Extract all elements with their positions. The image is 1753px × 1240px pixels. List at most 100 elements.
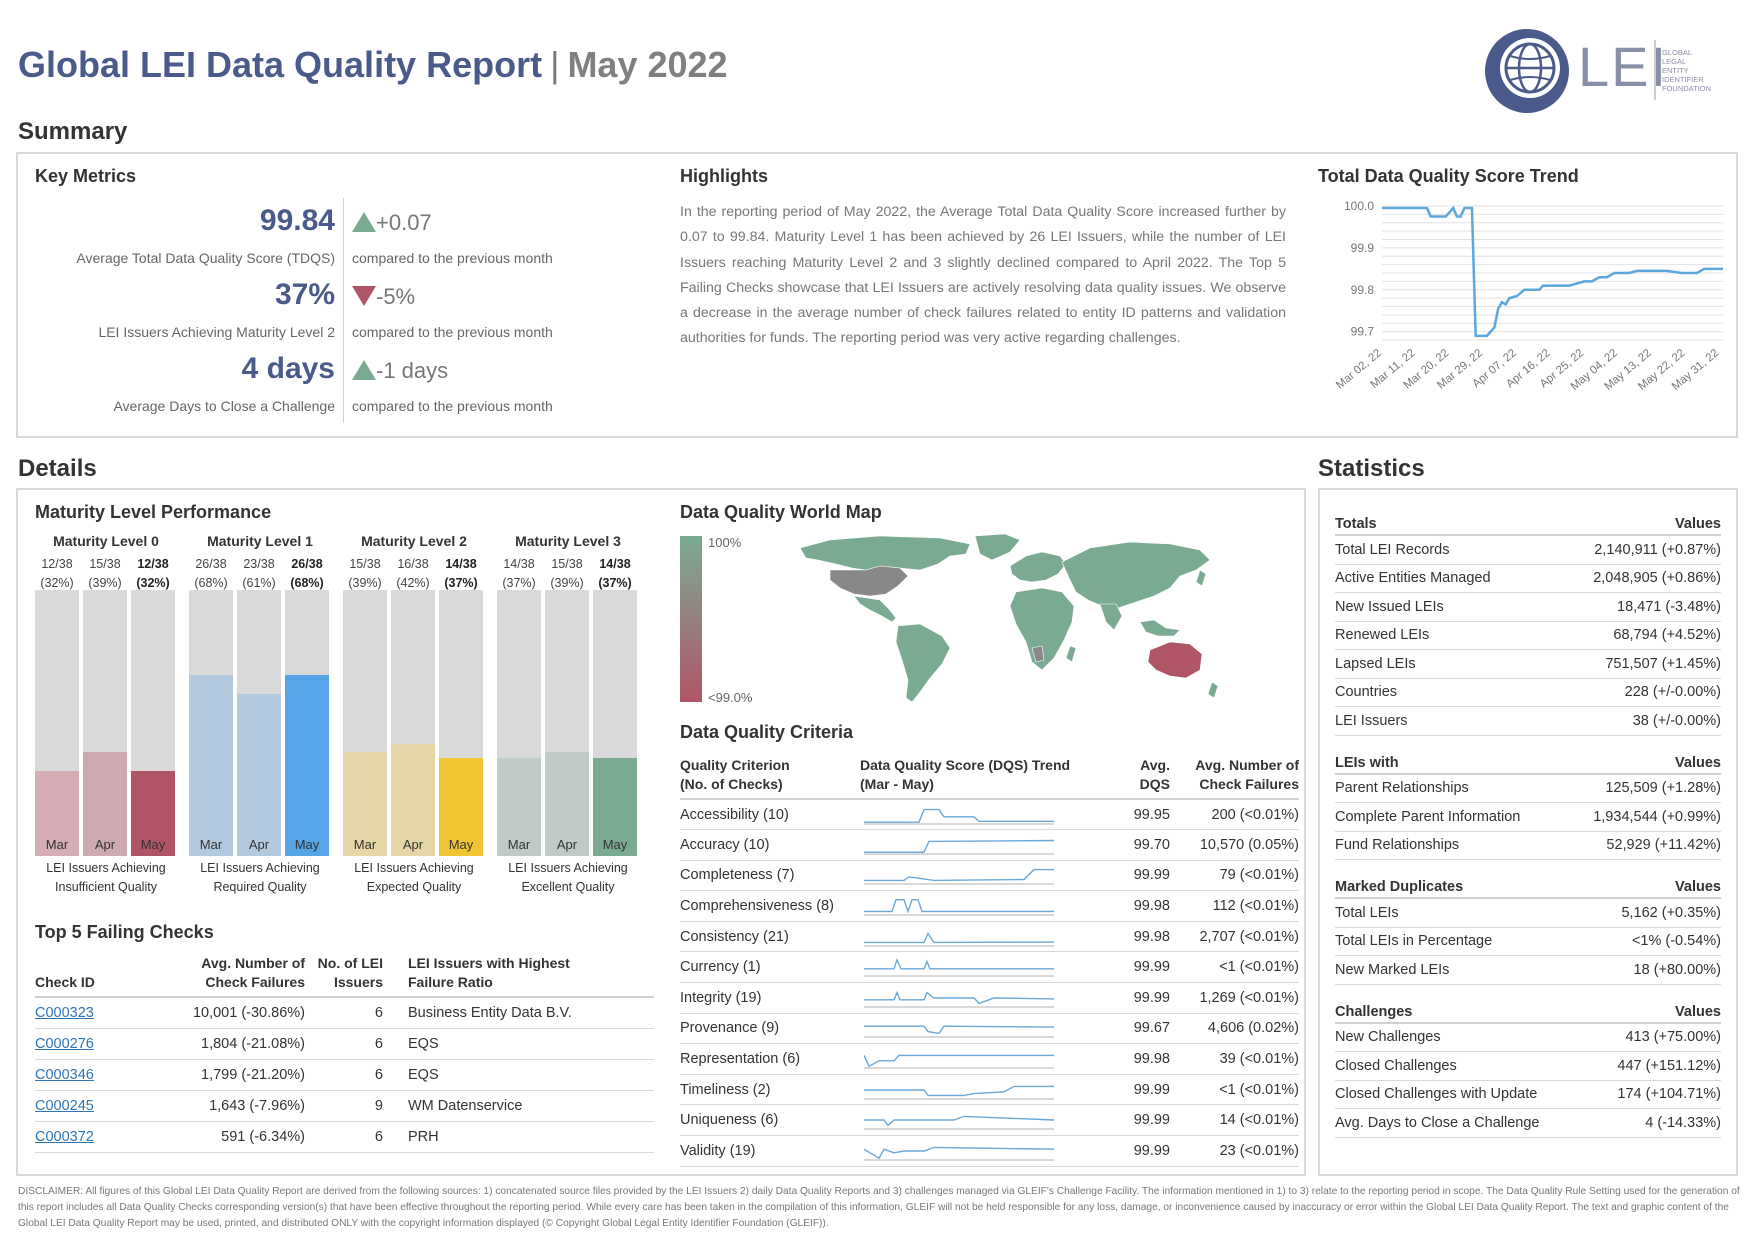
check-id-link[interactable]: C000372 — [35, 1128, 94, 1145]
dqs-trend-cell — [860, 982, 1100, 1014]
stats-value: 228 (+/-0.00%) — [1624, 684, 1721, 701]
maturity-bar-month: May — [602, 837, 628, 852]
criteria-row: Accessibility (10) 99.95 200 (<0.01%) — [680, 799, 1299, 831]
issuers-cell: 6 — [305, 1059, 383, 1091]
check-id-link[interactable]: C000245 — [35, 1097, 94, 1114]
stats-group-header: Marked Duplicates Values — [1335, 877, 1721, 899]
triangle-up-icon — [352, 360, 376, 380]
dqs-trend-cell — [860, 860, 1100, 892]
criteria-row: Timeliness (2) 99.99 <1 (<0.01%) — [680, 1074, 1299, 1106]
avg-dqs-cell: 99.99 — [1100, 982, 1170, 1014]
maturity-bar — [237, 693, 281, 856]
criterion-header: Quality Criterion (No. of Checks) — [680, 756, 860, 800]
avg-failures-cell: 1,269 (<0.01%) — [1170, 982, 1299, 1014]
avg-dqs-cell: 99.98 — [1100, 1043, 1170, 1075]
stats-group: Challenges Values New Challenges 413 (+75.0… — [1335, 1002, 1721, 1138]
criterion-name: Consistency (21) — [680, 921, 860, 953]
avg-dqs-cell: 99.99 — [1100, 951, 1170, 984]
maturity-count: 23/38 (61%) — [242, 557, 276, 590]
stats-row: Total LEIs in Percentage <1% (-0.54%) — [1335, 928, 1721, 956]
logo-text: LEI — [1578, 35, 1669, 98]
dqs-sparkline-line — [864, 899, 1054, 914]
world-map-title: Data Quality World Map — [680, 502, 882, 522]
maturity-bar-month: Apr — [402, 837, 424, 852]
dqs-trend-cell — [860, 1104, 1100, 1137]
maturity-count: 15/38 (39%) — [348, 557, 382, 590]
maturity-count: 12/38 (32%) — [40, 557, 74, 590]
dqs-trend-cell — [860, 890, 1100, 922]
check-id-header: Check ID — [35, 954, 155, 998]
challenge-days-label: Average Days to Close a Challenge — [113, 398, 335, 414]
failing-check-row: C000245 1,643 (-7.96%) 9 WM Datenservice — [35, 1090, 654, 1122]
dqs-sparkline-line — [864, 931, 1055, 943]
dqs-trend-cell — [860, 799, 1100, 831]
stats-group: Marked Duplicates Values Total LEIs 5,162 (… — [1335, 877, 1721, 985]
dqs-sparkline-line — [864, 1025, 1055, 1035]
challenge-days-delta: -1 days — [352, 358, 448, 384]
maturity-bar-month: Apr — [556, 837, 578, 852]
dqs-sparkline — [864, 958, 1054, 977]
check-id-link[interactable]: C000323 — [35, 1004, 94, 1021]
stats-value: 447 (+151.12%) — [1617, 1057, 1721, 1074]
trend-y-tick: 99.9 — [1351, 241, 1375, 255]
maturity-l2-label: LEI Issuers Achieving Maturity Level 2 — [98, 324, 335, 340]
maturity-bar — [391, 744, 435, 856]
details-panel — [16, 488, 1306, 1176]
stats-value: 413 (+75.00%) — [1625, 1029, 1721, 1046]
avg-dqs-cell: 99.99 — [1100, 1135, 1170, 1167]
stats-value: 52,929 (+11.42%) — [1606, 837, 1721, 854]
dqs-sparkline — [864, 931, 1055, 947]
trend-y-tick: 99.7 — [1351, 325, 1375, 339]
maturity-l2-value: 37% — [274, 278, 335, 311]
dqs-sparkline-line — [864, 869, 1054, 882]
avg-dqs-cell: 99.98 — [1100, 890, 1170, 922]
stats-row: Parent Relationships 125,509 (+1.28%) — [1335, 775, 1721, 803]
maturity-bar — [497, 757, 541, 856]
avg-failures-cell: 39 (<0.01%) — [1170, 1043, 1299, 1075]
stats-row: Total LEI Records 2,140,911 (+0.87%) — [1335, 536, 1721, 565]
maturity-bar-track: Apr — [83, 590, 127, 856]
highest-ratio-cell: PRH — [383, 1121, 654, 1153]
issuers-cell: 6 — [305, 1121, 383, 1153]
map-new-zealand — [1207, 681, 1219, 699]
dqs-sparkline — [864, 869, 1054, 885]
maturity-level-0-description: LEI Issuers Achieving Insufficient Qualit… — [46, 861, 166, 894]
stats-value: 5,162 (+0.35%) — [1621, 904, 1721, 921]
stats-value: 18,471 (-3.48%) — [1617, 598, 1721, 615]
stats-group-header: LEIs with Values — [1335, 753, 1721, 775]
maturity-count: 14/38 (37%) — [502, 557, 536, 590]
map-australia — [1147, 641, 1203, 679]
stats-row: New Challenges 413 (+75.00%) — [1335, 1024, 1721, 1052]
criteria-row: Validity (19) 99.99 23 (<0.01%) — [680, 1135, 1299, 1167]
stats-label: Total LEI Records — [1335, 541, 1450, 558]
map-se-asia — [1139, 619, 1181, 637]
summary-panel — [16, 152, 1738, 438]
criteria-row: Accuracy (10) 99.70 10,570 (0.05%) — [680, 829, 1299, 861]
stats-value: 2,140,911 (+0.87%) — [1594, 541, 1721, 558]
dqs-sparkline-line — [864, 1054, 1054, 1068]
criteria-row: Representation (6) 99.98 39 (<0.01%) — [680, 1043, 1299, 1075]
maturity-level-2-description: LEI Issuers Achieving Expected Quality — [354, 861, 474, 894]
maturity-count: 26/38 (68%) — [194, 557, 228, 590]
criteria-table: Quality Criterion (No. of Checks) Data Qu… — [680, 756, 1299, 1167]
maturity-level-1-title: Maturity Level 1 — [207, 533, 313, 549]
maturity-level-1-description: LEI Issuers Achieving Required Quality — [200, 861, 320, 894]
maturity-count: 26/38 (68%) — [290, 557, 324, 590]
avg-failures-cell: 2,707 (<0.01%) — [1170, 921, 1299, 953]
avg-failures-cell: 14 (<0.01%) — [1170, 1104, 1299, 1137]
avg-dqs-cell: 99.98 — [1100, 921, 1170, 953]
map-greenland — [974, 533, 1021, 561]
criterion-name: Comprehensiveness (8) — [680, 890, 860, 922]
maturity-bar-month: May — [448, 837, 474, 852]
dqs-sparkline — [864, 808, 1054, 824]
stats-label: New Challenges — [1335, 1029, 1441, 1046]
stats-value: 18 (+80.00%) — [1633, 961, 1721, 978]
key-metrics-divider — [343, 198, 344, 423]
maturity-level-2-title: Maturity Level 2 — [361, 533, 467, 549]
check-id-link[interactable]: C000346 — [35, 1066, 94, 1083]
stats-row: New Issued LEIs 18,471 (-3.48%) — [1335, 593, 1721, 622]
failures-header: Avg. Number of Check Failures — [1170, 756, 1299, 800]
check-id-link[interactable]: C000276 — [35, 1035, 94, 1052]
failing-check-row: C000346 1,799 (-21.20%) 6 EQS — [35, 1059, 654, 1091]
map-japan — [1195, 569, 1207, 587]
